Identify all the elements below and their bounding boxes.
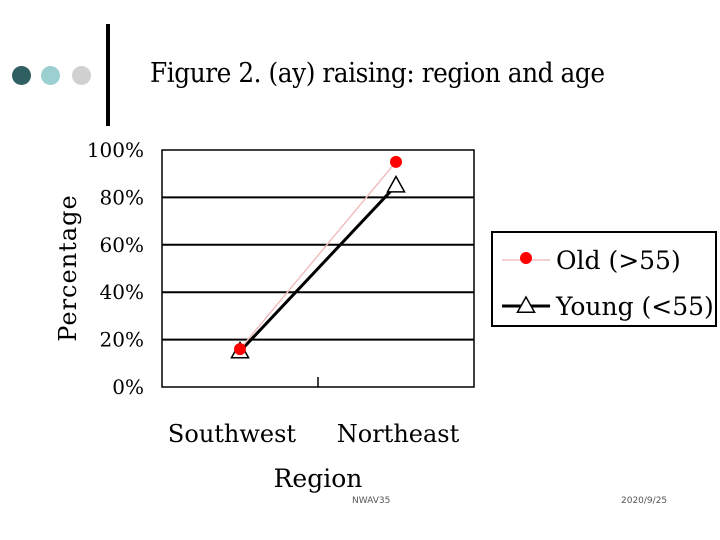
x-tick-label: Northeast xyxy=(337,420,460,448)
decorative-bullets xyxy=(10,64,100,88)
series-line xyxy=(238,184,398,353)
circle-bullet-gray xyxy=(72,66,91,85)
y-tick-label: 80% xyxy=(100,185,144,209)
series xyxy=(230,155,406,359)
y-tick-label: 0% xyxy=(112,375,144,399)
y-tick-label: 40% xyxy=(100,280,144,304)
footer-date: 2020/9/25 xyxy=(621,496,668,506)
y-tick-label: 100% xyxy=(87,138,144,162)
title-divider xyxy=(106,24,110,126)
y-axis-label: Percentage xyxy=(54,194,82,341)
x-tick-label: Southwest xyxy=(168,420,297,448)
data-point xyxy=(390,155,402,168)
legend-marker xyxy=(516,295,536,314)
legend-item: Old (>55) xyxy=(502,246,681,275)
slide-title: Figure 2. (ay) raising: region and age xyxy=(150,58,605,89)
footer-event: NWAV35 xyxy=(352,496,391,506)
y-tick-label: 60% xyxy=(100,233,144,257)
series-old xyxy=(234,155,402,356)
y-axis-ticks: 0% 20% 40% 60% 80% 100% xyxy=(87,138,144,399)
x-axis-ticks: Southwest Northeast xyxy=(168,377,460,448)
series-line xyxy=(239,161,397,350)
circle-bullet-dark-teal xyxy=(12,66,31,85)
legend-label: Young (<55) xyxy=(555,292,714,321)
series-young xyxy=(230,175,406,359)
legend: Old (>55) Young (<55) xyxy=(491,231,717,327)
data-point xyxy=(386,175,406,193)
circle-bullet-light-teal xyxy=(41,66,60,85)
legend-label: Old (>55) xyxy=(556,246,681,275)
y-tick-label: 20% xyxy=(100,328,144,352)
data-point xyxy=(234,343,246,356)
gridlines xyxy=(162,196,474,341)
x-axis-label: Region xyxy=(274,464,363,493)
legend-item: Young (<55) xyxy=(502,292,714,321)
line-chart: 0% 20% 40% 60% 80% 100% Southwest Northeast Pe… xyxy=(54,138,717,493)
legend-marker xyxy=(520,252,532,264)
